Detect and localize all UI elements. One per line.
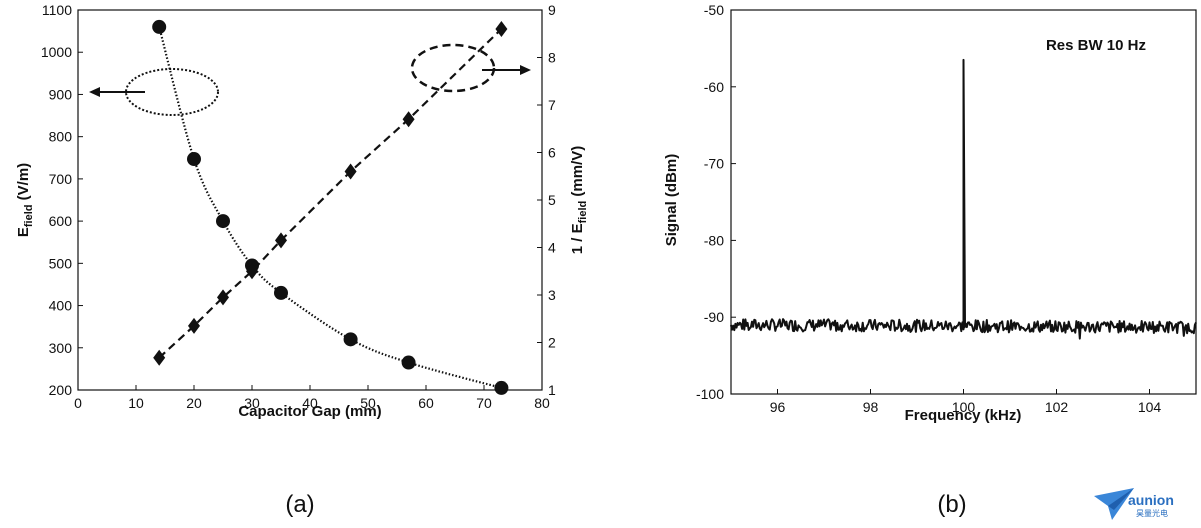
annotation-left-axis-indicator: [89, 68, 219, 116]
data-point-circle: [494, 380, 509, 395]
y-right-tick-label: 7: [548, 97, 556, 113]
series-line-efield: [158, 26, 502, 389]
x-axis-label-b: Frequency (kHz): [905, 407, 1022, 424]
logo-text: aunion: [1128, 492, 1174, 508]
y-right-tick-label: 4: [548, 240, 556, 256]
dashed-ellipse: [410, 43, 496, 93]
x-tick-label: 96: [770, 399, 786, 415]
data-point-diamond: [402, 111, 415, 128]
y-right-tick-label: 3: [548, 287, 556, 303]
y-tick-label: -70: [704, 156, 724, 172]
res-bw-annotation: Res BW 10 Hz: [1046, 37, 1146, 54]
y-axis-left-label-a: Efield (V/m): [15, 163, 35, 237]
y-left-tick-label: 900: [49, 86, 73, 102]
x-axis-ticks-b: 96 98 100 102 104: [770, 389, 1162, 415]
paper-plane-icon-fold: [1108, 488, 1134, 510]
x-tick-label: 10: [128, 395, 144, 411]
y-left-tick-label: 400: [49, 298, 73, 314]
y-left-tick-label: 700: [49, 171, 73, 187]
y-left-tick-label: 800: [49, 129, 73, 145]
y-left-tick-label: 1100: [42, 2, 72, 18]
y-right-tick-label: 2: [548, 335, 556, 351]
annotation-right-axis-indicator: [410, 43, 531, 93]
y-tick-label: -100: [696, 386, 724, 402]
chart-b: 96 98 100 102 104 -50 -60 -70 -80 -90 -100 Res BW…: [663, 2, 1197, 518]
x-tick-label: 104: [1138, 399, 1162, 415]
x-tick-label: 0: [74, 395, 82, 411]
y-axis-label-b: Signal (dBm): [663, 154, 680, 247]
dotted-ellipse: [125, 68, 219, 116]
y-axis-right-label-a: 1 / Efield (mm/V): [569, 146, 589, 255]
data-point-circle: [152, 19, 167, 34]
y-right-tick-label: 5: [548, 192, 556, 208]
y-axis-left-ticks-a: 200 300 400 500 600 700 800 900 1000 1100: [41, 2, 83, 398]
x-tick-label: 30: [244, 395, 260, 411]
panel-label-a: (a): [285, 491, 314, 518]
y-left-tick-label: 1000: [41, 44, 72, 60]
x-tick-label: 98: [863, 399, 879, 415]
data-point-diamond: [246, 263, 258, 280]
data-point-circle: [343, 332, 358, 347]
y-tick-label: -60: [704, 79, 724, 95]
x-tick-label: 20: [186, 395, 202, 411]
y-left-tick-label: 500: [49, 255, 73, 271]
x-axis-ticks-a: 0 10 20 30 40 50 60 70 80: [74, 385, 550, 411]
y-right-tick-label: 9: [548, 2, 556, 18]
x-tick-label: 70: [476, 395, 492, 411]
series-group-a: [152, 19, 509, 395]
x-tick-label: 40: [302, 395, 318, 411]
data-point-circle: [187, 152, 201, 167]
y-right-tick-label: 1: [548, 382, 556, 398]
y-left-tick-label: 200: [49, 382, 73, 398]
data-point-diamond: [153, 349, 166, 366]
left-arrow-head: [89, 87, 100, 97]
x-tick-label: 80: [534, 395, 550, 411]
aunion-logo: aunion 昊量光电: [1094, 488, 1174, 520]
logo-subtext: 昊量光电: [1136, 508, 1168, 518]
y-tick-label: -90: [704, 309, 724, 325]
chart-a: 0 10 20 30 40 50 60 70 80 200 300 400 500 600 700 800 9…: [15, 2, 589, 518]
x-tick-label: 100: [952, 399, 976, 415]
panel-label-b: (b): [937, 491, 966, 518]
x-tick-label: 50: [360, 395, 376, 411]
y-axis-ticks-b: -50 -60 -70 -80 -90 -100: [696, 2, 736, 402]
x-tick-label: 102: [1045, 399, 1069, 415]
data-point-diamond: [275, 232, 287, 249]
y-axis-right-ticks-a: 1 2 3 4 5 6 7 8 9: [537, 2, 556, 398]
x-axis-label-a: Capacitor Gap (mm): [238, 403, 381, 420]
y-right-tick-label: 6: [548, 145, 556, 161]
data-point-diamond: [217, 289, 229, 306]
data-point-diamond: [344, 163, 357, 180]
data-point-circle: [274, 285, 288, 300]
spectrum-trace: [730, 58, 1197, 340]
y-right-tick-label: 8: [548, 50, 556, 66]
y-left-tick-label: 600: [49, 213, 73, 229]
plot-frame-a: [77, 9, 543, 391]
series-line-inverse-efield: [158, 28, 503, 359]
right-arrow-head: [520, 65, 531, 75]
data-point-diamond: [188, 317, 200, 334]
data-point-circle: [401, 355, 416, 370]
y-tick-label: -50: [704, 2, 724, 18]
y-left-tick-label: 300: [49, 340, 73, 356]
data-point-circle: [216, 214, 230, 229]
data-point-diamond: [495, 21, 508, 37]
y-tick-label: -80: [704, 232, 724, 248]
x-tick-label: 60: [418, 395, 434, 411]
